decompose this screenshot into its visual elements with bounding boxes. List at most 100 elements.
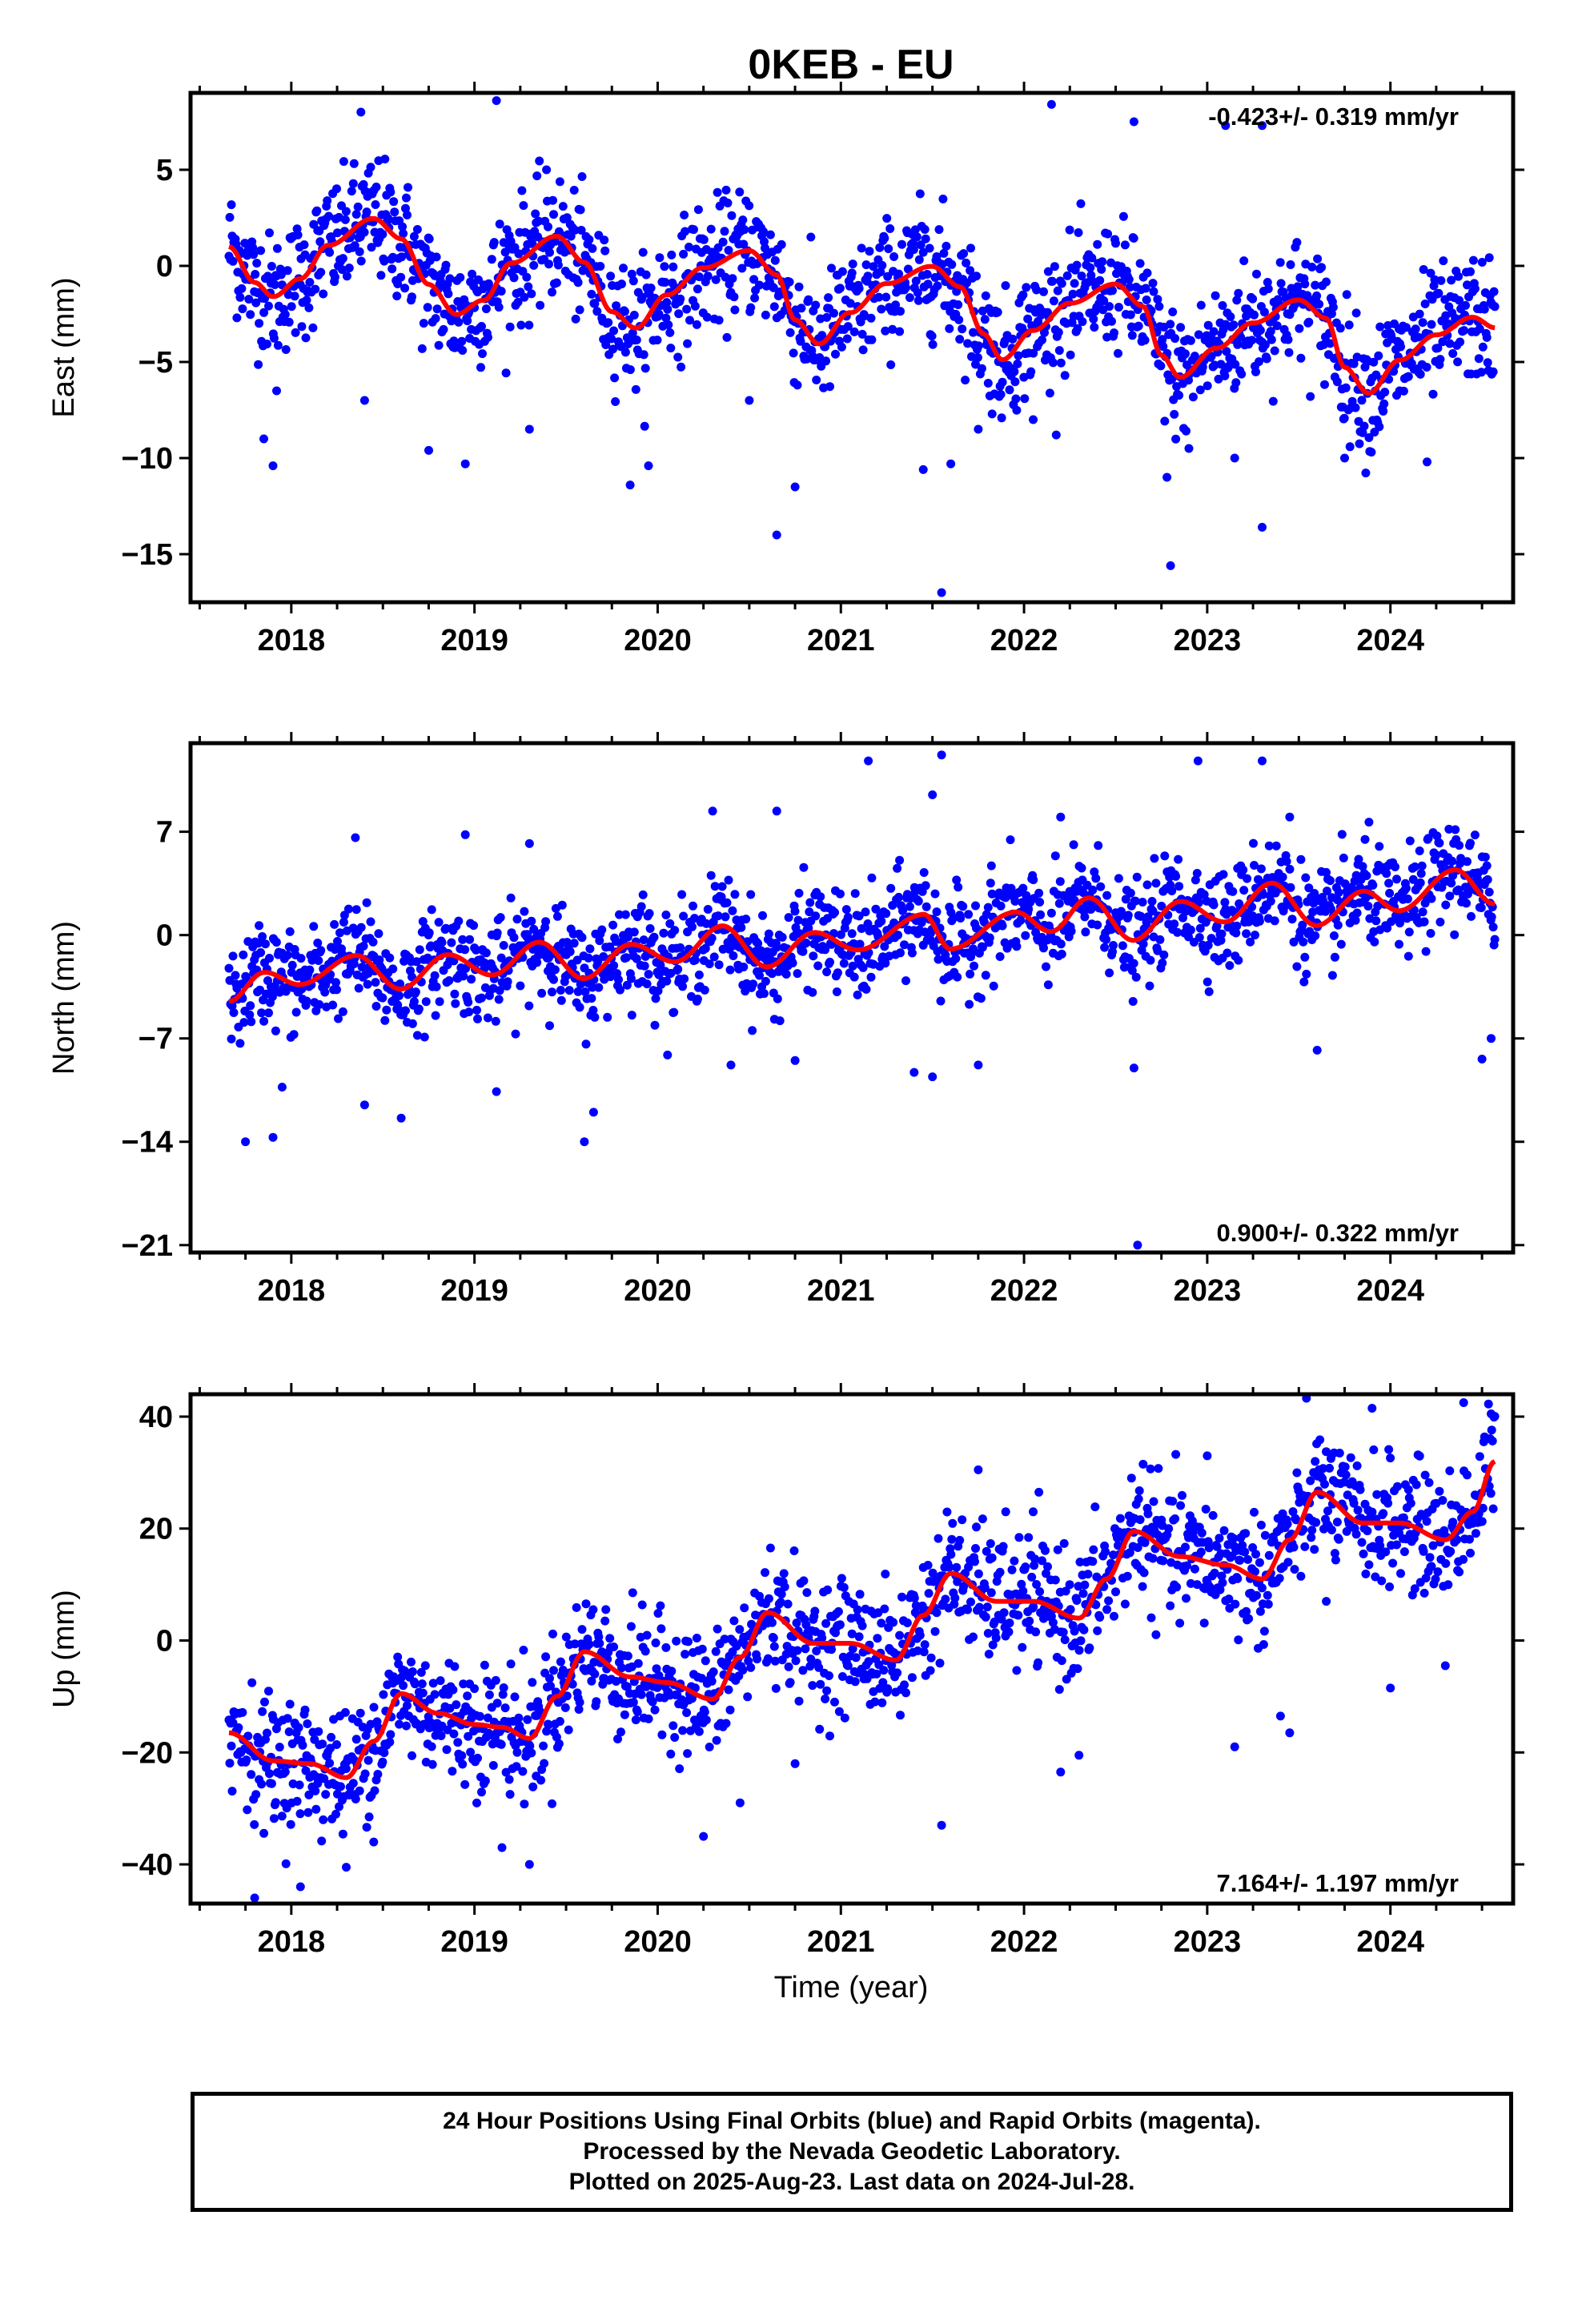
up-point [839,1582,849,1592]
east-point [627,269,636,279]
north-point [1039,943,1048,953]
up-point [1059,1538,1069,1548]
east-point [759,227,768,236]
up-point [488,1761,498,1770]
north-point [565,947,575,956]
east-point [969,328,978,337]
east-point [835,283,845,293]
east-point [505,322,515,332]
east-point [1275,258,1285,267]
east-point [966,266,975,275]
up-point [457,1751,467,1760]
up-point [519,1646,528,1655]
east-point [1263,278,1272,287]
north-point [857,924,866,933]
north-point [1174,854,1183,864]
east-point [1120,240,1130,250]
north-point [808,987,817,997]
up-point [428,1759,437,1769]
east-point [1054,346,1064,356]
north-point [511,1029,520,1039]
east-point [1349,359,1359,368]
east-point [409,231,419,241]
north-point [861,907,870,917]
up-point [1101,1547,1110,1557]
north-point [680,974,689,983]
east-point [861,260,871,270]
north-point [614,975,623,984]
east-point [228,256,238,266]
north-point [858,963,868,972]
east-point [367,243,376,252]
east-point [1049,296,1058,306]
east-point [1054,328,1063,337]
east-point [1097,264,1106,274]
up-point [1176,1501,1186,1510]
up-point [360,1769,370,1779]
east-outlier-point [1166,561,1175,570]
up-point [735,1625,745,1634]
up-point [620,1710,629,1719]
north-point [1204,987,1214,996]
north-point [467,975,476,984]
north-outlier-point [1312,1045,1322,1055]
east-point [1053,286,1062,296]
north-point [609,961,619,971]
east-point [673,352,683,362]
east-point [1032,285,1042,295]
north-point [585,944,595,954]
up-point [948,1518,958,1528]
north-point [483,1013,492,1023]
east-point [291,328,300,337]
east-point [625,365,635,375]
east-point [232,313,242,323]
up-point [700,1707,709,1717]
east-point [495,219,504,229]
east-outlier-point [1340,453,1349,463]
north-point [545,1021,554,1031]
up-point [738,1666,748,1675]
up-point [799,1576,809,1586]
north-point [499,941,508,950]
east-point [858,345,868,355]
up-point [909,1594,919,1602]
east-outlier-point [424,445,433,455]
up-point [837,1574,846,1583]
north-point [229,1008,239,1017]
east-point [987,409,997,419]
east-point [1076,199,1086,208]
north-point [1339,853,1348,862]
up-point [588,1605,598,1614]
up-point [1154,1464,1163,1474]
north-point [718,944,728,954]
east-outlier-point [772,530,781,540]
north-point [595,936,604,946]
up-point [1243,1554,1253,1564]
north-point [1010,896,1020,906]
north-point [839,959,849,968]
east-point [553,260,563,270]
east-point [356,256,366,266]
east-point [412,225,422,234]
east-point [761,310,770,320]
east-point [1168,308,1178,316]
east-point [311,284,320,294]
up-point [724,1685,733,1695]
north-point [1116,907,1126,916]
up-point [1208,1510,1218,1520]
up-point [1290,1565,1299,1574]
east-point [1374,351,1383,360]
north-point [1450,930,1460,939]
east-point [570,225,580,235]
up-point [300,1705,310,1715]
up-point [692,1634,701,1642]
east-point [718,237,728,247]
up-point [694,1727,704,1736]
east-point [806,232,816,242]
north-point [603,1012,612,1022]
east-point [445,274,455,283]
east-point [227,200,236,210]
east-point [1466,267,1475,276]
east-point [1364,433,1374,442]
east-point [520,292,529,302]
